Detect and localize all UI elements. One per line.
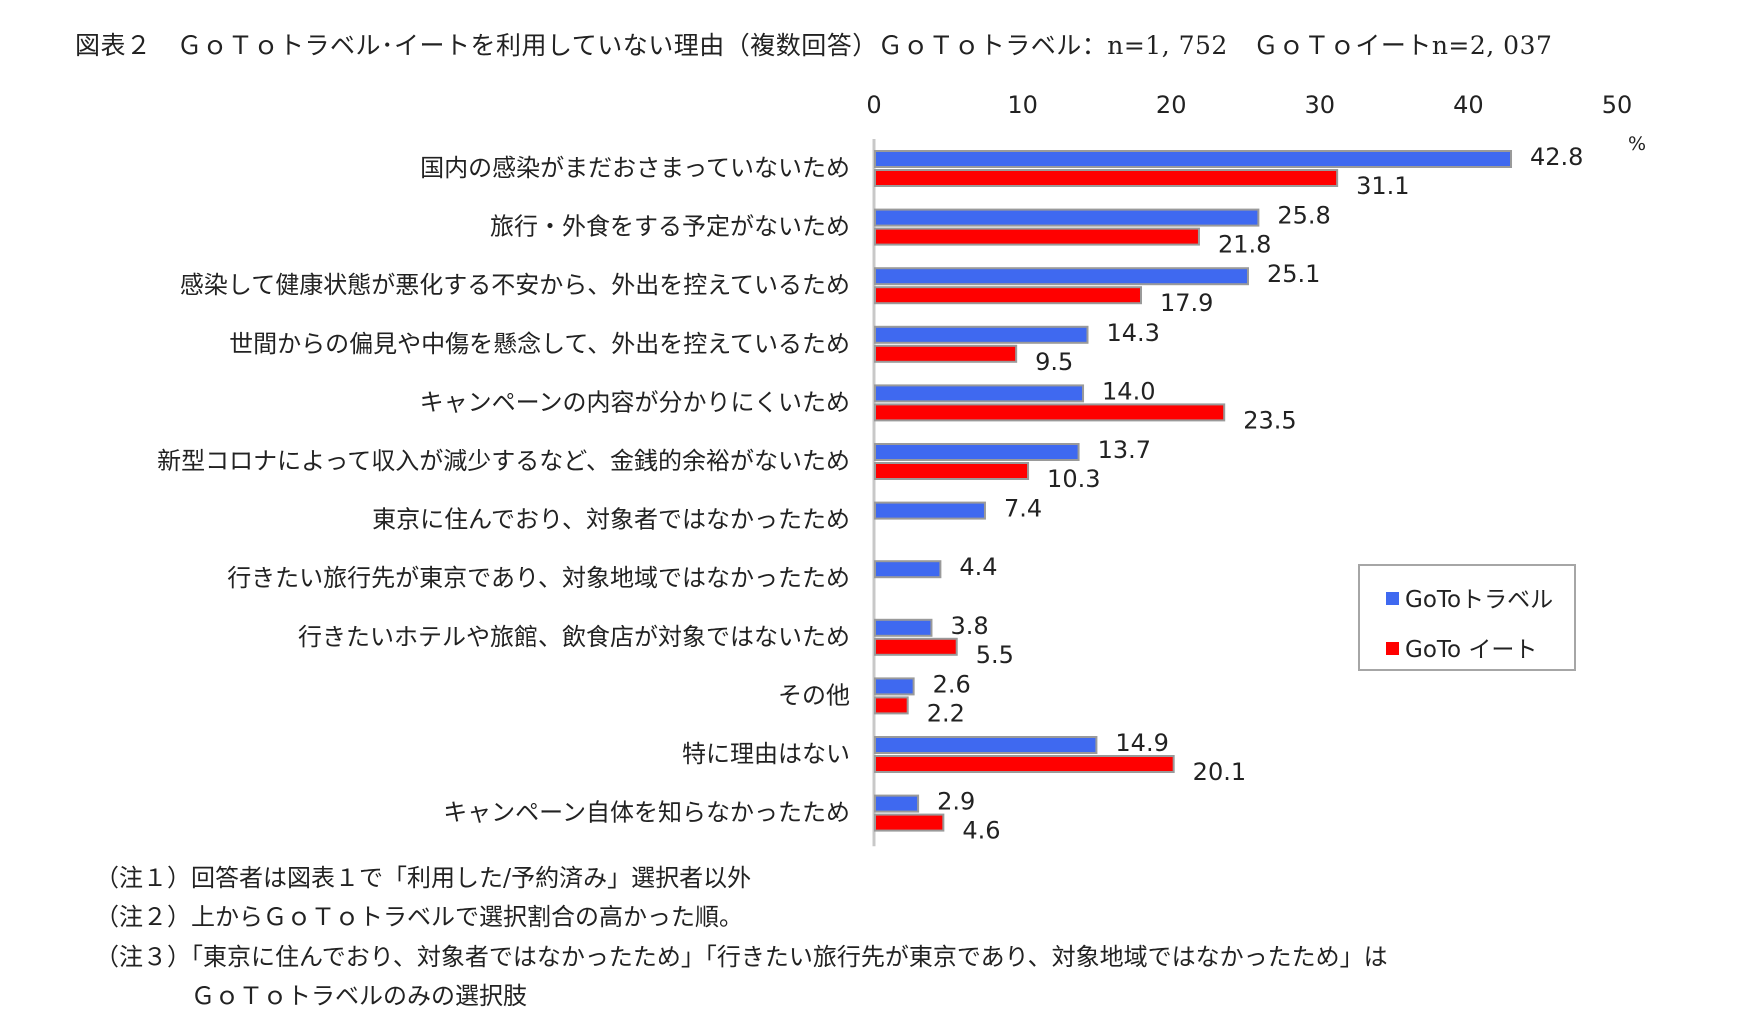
category-label: その他 — [778, 681, 850, 709]
bar-eat — [874, 169, 1339, 187]
data-label-eat: 23.5 — [1243, 406, 1296, 434]
x-tick-label: 0 — [866, 91, 881, 119]
bar-eat — [874, 755, 1175, 773]
data-label-eat: 17.9 — [1160, 289, 1213, 317]
bar-eat — [874, 227, 1200, 246]
data-label-eat: 5.5 — [976, 641, 1014, 669]
bar-travel — [874, 501, 986, 520]
data-label-travel: 14.0 — [1102, 377, 1155, 405]
note-1: （注１）回答者は図表１で「利用した/予約済み」選択者以外 — [95, 864, 752, 892]
bar-eat — [874, 286, 1142, 305]
legend-item-eat: GoTo イート — [1386, 630, 1537, 664]
data-label-travel: 3.8 — [950, 612, 988, 640]
bar-travel — [874, 677, 915, 696]
x-tick-label: 30 — [1305, 91, 1336, 119]
legend-swatch-travel — [1386, 592, 1399, 605]
data-label-travel: 4.4 — [959, 553, 997, 581]
bar-travel — [874, 736, 1098, 754]
unit-label: % — [1628, 133, 1646, 155]
data-label-travel: 14.3 — [1106, 319, 1159, 347]
data-label-travel: 2.9 — [937, 788, 975, 816]
x-tick-label: 10 — [1007, 91, 1038, 119]
category-label: 行きたい旅行先が東京であり、対象地域ではなかったため — [227, 564, 850, 592]
note-3: （注３）「東京に住んでおり、対象者ではなかったため」「行きたい旅行先が東京であり… — [95, 943, 1388, 971]
note-4: ＧｏＴｏトラベルのみの選択肢 — [95, 982, 527, 1010]
x-tick-label: 50 — [1602, 91, 1633, 119]
category-label: キャンペーンの内容が分かりにくいため — [420, 388, 850, 416]
data-label-eat: 10.3 — [1047, 465, 1100, 493]
legend-swatch-eat — [1386, 642, 1399, 655]
legend: GoToトラベル GoTo イート — [1358, 564, 1576, 671]
bar-travel — [874, 208, 1260, 227]
x-tick-label: 40 — [1453, 91, 1484, 119]
data-label-travel: 7.4 — [1004, 495, 1042, 523]
legend-item-travel: GoToトラベル — [1386, 580, 1553, 614]
data-label-travel: 25.1 — [1267, 260, 1320, 288]
data-label-travel: 2.6 — [933, 670, 971, 698]
bar-travel — [874, 384, 1085, 403]
bar-travel — [874, 150, 1513, 168]
bar-travel — [874, 794, 920, 813]
data-label-eat: 20.1 — [1193, 758, 1246, 786]
note-2: （注２）上からＧｏＴｏトラベルで選択割合の高かった順。 — [95, 903, 743, 931]
data-label-travel: 13.7 — [1098, 436, 1151, 464]
category-label: 新型コロナによって収入が減少するなど、金銭的余裕がないため — [157, 447, 850, 475]
category-label: 東京に住んでおり、対象者ではなかったため — [372, 506, 850, 534]
category-label: 国内の感染がまだおさまっていないため — [420, 154, 850, 182]
bar-travel — [874, 443, 1080, 461]
bar-eat — [874, 403, 1226, 422]
data-label-travel: 42.8 — [1530, 143, 1583, 171]
chart-title: 図表２ ＧｏＴｏトラベル･イートを利用していない理由（複数回答）ＧｏＴｏトラベル… — [75, 31, 1553, 60]
legend-label-travel: GoToトラベル — [1405, 587, 1554, 613]
category-label: 旅行・外食をする予定がないため — [490, 213, 850, 241]
data-label-travel: 14.9 — [1115, 729, 1168, 757]
bar-travel — [874, 267, 1249, 286]
x-tick-label: 20 — [1156, 91, 1187, 119]
bar-travel — [874, 618, 933, 637]
bar-eat — [874, 344, 1018, 363]
data-label-eat: 2.2 — [927, 699, 965, 727]
data-label-eat: 31.1 — [1356, 172, 1409, 200]
data-label-eat: 9.5 — [1035, 348, 1073, 376]
bar-eat — [874, 637, 958, 656]
bar-eat — [874, 696, 909, 715]
legend-label-eat: GoTo イート — [1405, 637, 1538, 663]
data-label-travel: 25.8 — [1277, 202, 1330, 230]
bar-travel — [874, 325, 1089, 344]
category-label: 行きたいホテルや旅館、飲食店が対象ではないため — [298, 623, 850, 651]
category-label: 世間からの偏見や中傷を懸念して、外出を控えているため — [229, 330, 850, 358]
data-label-eat: 4.6 — [962, 817, 1000, 845]
bar-travel — [874, 560, 942, 579]
category-label: 特に理由はない — [682, 740, 850, 768]
category-label: 感染して健康状態が悪化する不安から、外出を控えているため — [180, 271, 850, 299]
category-label: キャンペーン自体を知らなかったため — [443, 799, 850, 827]
bar-eat — [874, 813, 945, 832]
bar-eat — [874, 462, 1030, 480]
data-label-eat: 21.8 — [1218, 231, 1271, 259]
bar-chart: 0 10 20 30 40 50% 国内の感染がまだおさまっていないため 42.8 31.1 旅行… — [157, 91, 1646, 847]
